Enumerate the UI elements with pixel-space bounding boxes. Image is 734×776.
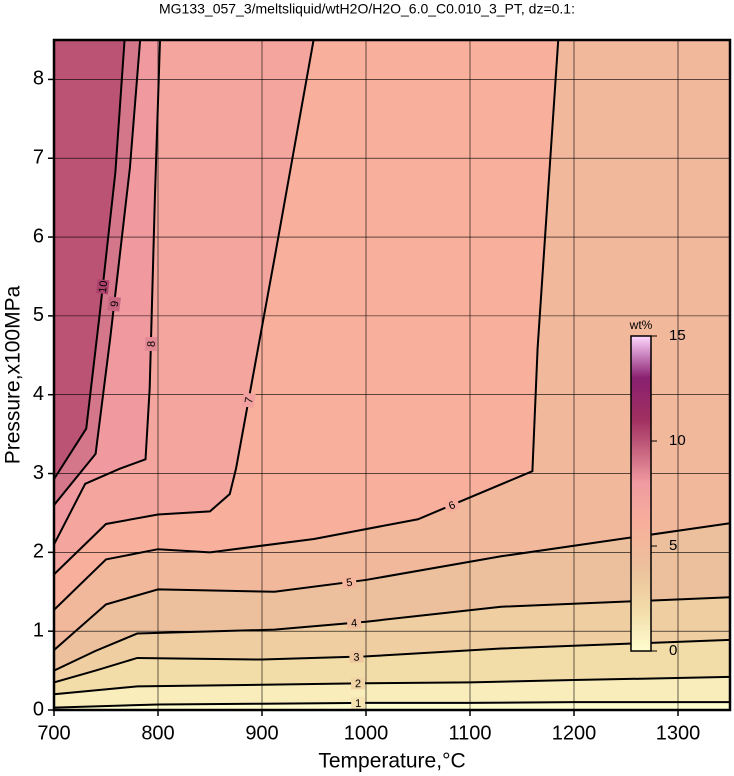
contour-label: 10	[97, 280, 110, 293]
contour-label: 3	[353, 652, 359, 664]
contour-label: 9	[109, 300, 122, 307]
contour-line	[54, 40, 560, 611]
contour-label-group: 10	[95, 279, 110, 295]
contour-label-bg	[443, 496, 461, 514]
y-tick-label: 1	[33, 619, 44, 641]
colorbar-tick-label: 10	[669, 432, 686, 449]
y-axis-label: Pressure,x100MPa	[2, 285, 25, 464]
colorbar-tick-label: 15	[669, 327, 686, 344]
contour-label-group: 5	[341, 575, 357, 590]
contour-label-bg	[346, 616, 362, 630]
x-tick-label: 800	[141, 722, 174, 744]
colorbar-tick-label: 5	[669, 537, 677, 554]
contour-label-bg	[107, 296, 121, 312]
y-tick-label: 3	[33, 462, 44, 484]
y-tick-label: 2	[33, 541, 44, 563]
contour-label-bg	[95, 279, 110, 295]
axes: 700 800 900 1000 1100 1200 1300012345678wt%051…	[33, 38, 732, 744]
contour-label-bg	[350, 677, 366, 690]
contour-line	[54, 596, 730, 672]
contour-label: 2	[355, 678, 361, 690]
contour-fill	[54, 40, 125, 480]
contour-label: 4	[351, 617, 358, 629]
chart-title: MG133_057_3/meltsliquid/wtH2O/H2O_6.0_C0…	[159, 1, 575, 17]
contour-label-group: 1	[351, 696, 366, 710]
contour-label-group: 6	[443, 496, 461, 514]
contour-label: 7	[243, 396, 256, 404]
y-tick-label: 4	[33, 383, 44, 405]
contour-label-bg	[349, 650, 364, 663]
y-tick-label: 8	[33, 68, 44, 90]
contour-label: 1	[355, 698, 361, 710]
contour-line	[54, 675, 730, 696]
y-tick-label: 5	[33, 304, 44, 326]
contour-label: 5	[346, 577, 354, 590]
contour-label-group: 8	[144, 336, 158, 352]
contour-line	[54, 701, 730, 709]
colorbar-label: wt%	[629, 318, 653, 332]
contour-label-bg	[341, 575, 357, 589]
contour-label-group: 9	[107, 296, 122, 312]
contour-label-group: 2	[350, 677, 366, 690]
contour-line	[54, 40, 142, 506]
contour-label-bg	[144, 336, 158, 352]
y-tick-label: 7	[33, 147, 44, 169]
contour-line	[54, 638, 730, 684]
contour-line	[54, 40, 126, 480]
x-tick-label: 1200	[552, 722, 597, 744]
contour-line	[54, 40, 162, 545]
contour-label: 6	[447, 499, 457, 512]
contour-label: 8	[146, 341, 158, 347]
contour-label-group: 7	[241, 392, 256, 409]
x-tick-label: 900	[245, 722, 278, 744]
x-tick-label: 1300	[656, 722, 701, 744]
contour-label-group: 3	[349, 650, 364, 664]
x-tick-label: 700	[37, 722, 70, 744]
x-tick-label: 1000	[344, 722, 389, 744]
contour-label-bg	[241, 392, 256, 409]
x-axis-label: Temperature,°C	[318, 750, 465, 773]
colorbar	[630, 335, 652, 652]
x-tick-label: 1100	[448, 722, 491, 744]
contour-label-group: 4	[346, 616, 362, 630]
contour-line	[54, 522, 730, 651]
colorbar-tick-label: 0	[669, 642, 677, 659]
y-tick-label: 0	[33, 698, 44, 720]
plot-area: 1 2 3 4 5 6 7 8 9 10	[54, 40, 730, 710]
plot-frame	[52, 38, 732, 712]
contour-line	[54, 40, 315, 576]
contour-label-bg	[351, 696, 366, 710]
y-tick-label: 6	[33, 225, 44, 247]
